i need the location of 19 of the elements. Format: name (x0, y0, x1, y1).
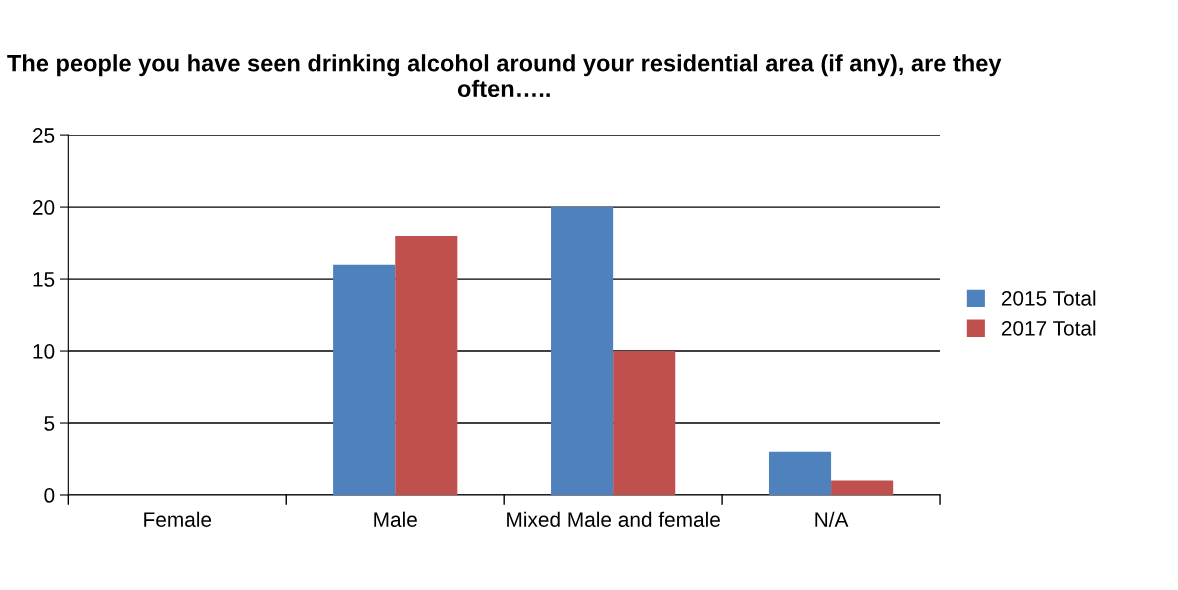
legend-label: 2017 Total (1001, 320, 1096, 336)
y-tick-label: 15 (33, 272, 55, 287)
bar (551, 207, 614, 496)
x-tick-label: Male (374, 511, 417, 527)
bar (395, 235, 458, 496)
chart-title: The people you have seen drinking alcohol around your residential area (if any), are they often….. (7, 54, 1002, 98)
bar (831, 480, 894, 496)
y-tick-label: 5 (44, 416, 55, 431)
bar (613, 351, 676, 496)
x-tick-label: Mixed Male and female (507, 511, 720, 527)
x-tick-label: N/A (815, 511, 849, 527)
bar (333, 264, 396, 496)
y-tick-label: 10 (33, 344, 55, 359)
legend-label: 2015 Total (1001, 290, 1096, 306)
y-tick-label: 0 (44, 488, 55, 503)
x-tick-label: Female (144, 511, 212, 527)
bar (768, 451, 832, 496)
y-tick-label: 25 (33, 128, 55, 143)
y-tick-label: 20 (33, 200, 55, 215)
